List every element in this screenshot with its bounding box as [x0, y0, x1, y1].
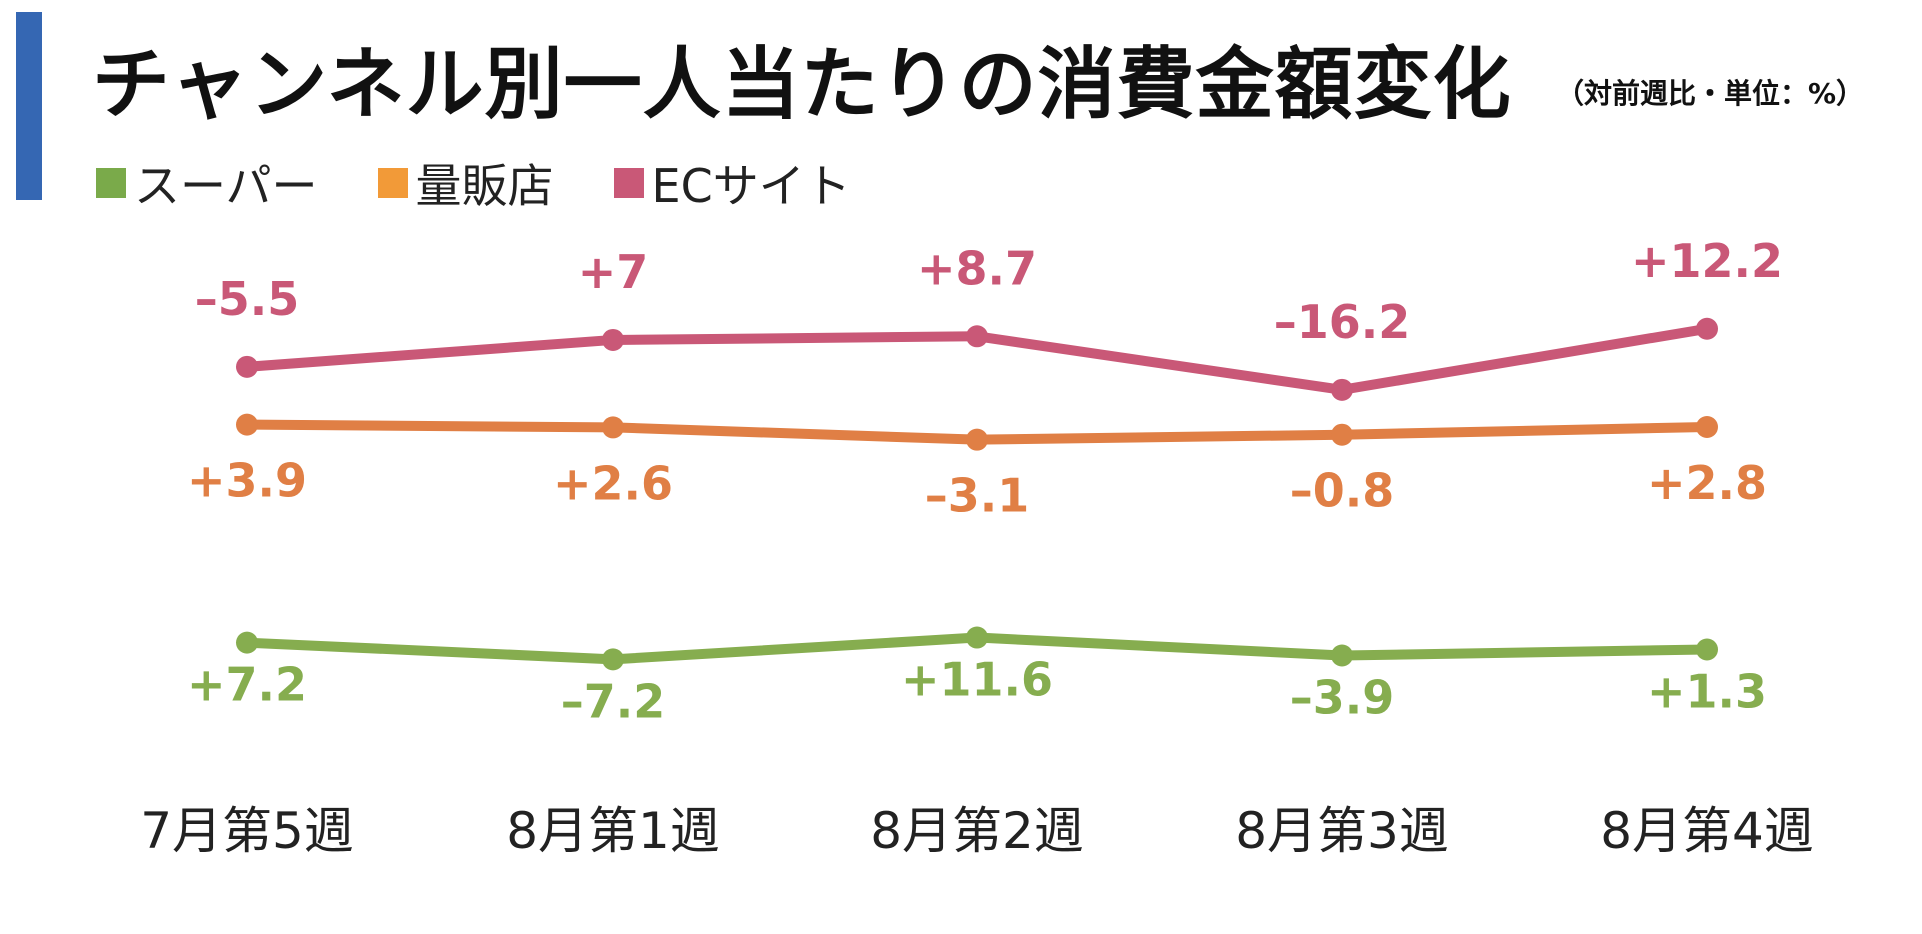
data-label-ec-site: –5.5 — [195, 272, 300, 326]
data-label-ec-site: –16.2 — [1274, 295, 1411, 349]
x-tick-label: 8月第3週 — [1235, 802, 1449, 860]
data-point-ec-site — [602, 328, 624, 351]
x-tick-label: 8月第1週 — [506, 802, 720, 860]
data-label-mass-retailer: –3.1 — [925, 469, 1030, 523]
data-label-supermarket: –7.2 — [561, 674, 666, 728]
x-tick-label: 8月第4週 — [1600, 802, 1814, 860]
legend-item-ec-site: ECサイト — [613, 150, 851, 216]
data-label-mass-retailer: +2.8 — [1647, 456, 1767, 510]
legend-swatch-ec-site — [613, 168, 644, 198]
series-supermarket: +7.2 –7.2 +11.6 –3.9 +1.3 — [187, 626, 1767, 728]
data-label-supermarket: +7.2 — [187, 658, 307, 712]
data-point-mass-retailer — [236, 413, 258, 436]
series-mass-retailer: +3.9 +2.6 –3.1 –0.8 +2.8 — [187, 413, 1767, 523]
legend: スーパー 量販店 ECサイト — [96, 150, 911, 216]
data-label-supermarket: +1.3 — [1647, 664, 1767, 718]
data-point-mass-retailer — [966, 428, 988, 451]
data-label-mass-retailer: +2.6 — [553, 456, 673, 510]
legend-label-supermarket: スーパー — [134, 159, 318, 213]
series-ec-site: –5.5 +7 +8.7 –16.2 +12.2 — [195, 234, 1783, 401]
legend-swatch-mass-retailer — [377, 168, 408, 198]
legend-item-mass-retailer: 量販店 — [377, 150, 554, 216]
data-label-supermarket: +11.6 — [901, 653, 1053, 707]
data-point-ec-site — [1696, 317, 1718, 340]
data-point-mass-retailer — [602, 416, 624, 439]
data-label-mass-retailer: +3.9 — [187, 454, 307, 508]
data-point-supermarket — [236, 631, 258, 654]
legend-item-supermarket: スーパー — [96, 150, 318, 216]
chart-subtitle: （対前週比・単位：%） — [1556, 77, 1865, 110]
data-point-mass-retailer — [1331, 423, 1353, 446]
legend-label-ec-site: ECサイト — [651, 159, 851, 213]
accent-bar — [16, 12, 42, 200]
data-point-supermarket — [966, 626, 988, 649]
x-tick-label: 7月第5週 — [140, 802, 354, 860]
data-label-ec-site: +7 — [578, 245, 649, 299]
data-label-supermarket: –3.9 — [1290, 671, 1395, 725]
legend-label-mass-retailer: 量販店 — [415, 159, 554, 213]
data-point-ec-site — [236, 355, 258, 378]
data-label-ec-site: +12.2 — [1631, 234, 1783, 288]
chart-title: チャンネル別一人当たりの消費金額変化 — [92, 40, 1512, 130]
x-tick-label: 8月第2週 — [870, 802, 1084, 860]
data-label-mass-retailer: –0.8 — [1290, 464, 1395, 518]
data-point-supermarket — [1696, 638, 1718, 661]
data-point-supermarket — [1331, 644, 1353, 667]
data-point-ec-site — [1331, 378, 1353, 401]
data-point-ec-site — [966, 325, 988, 348]
data-point-mass-retailer — [1696, 415, 1718, 438]
data-point-supermarket — [602, 648, 624, 671]
data-label-ec-site: +8.7 — [917, 241, 1037, 295]
legend-swatch-supermarket — [96, 168, 126, 198]
